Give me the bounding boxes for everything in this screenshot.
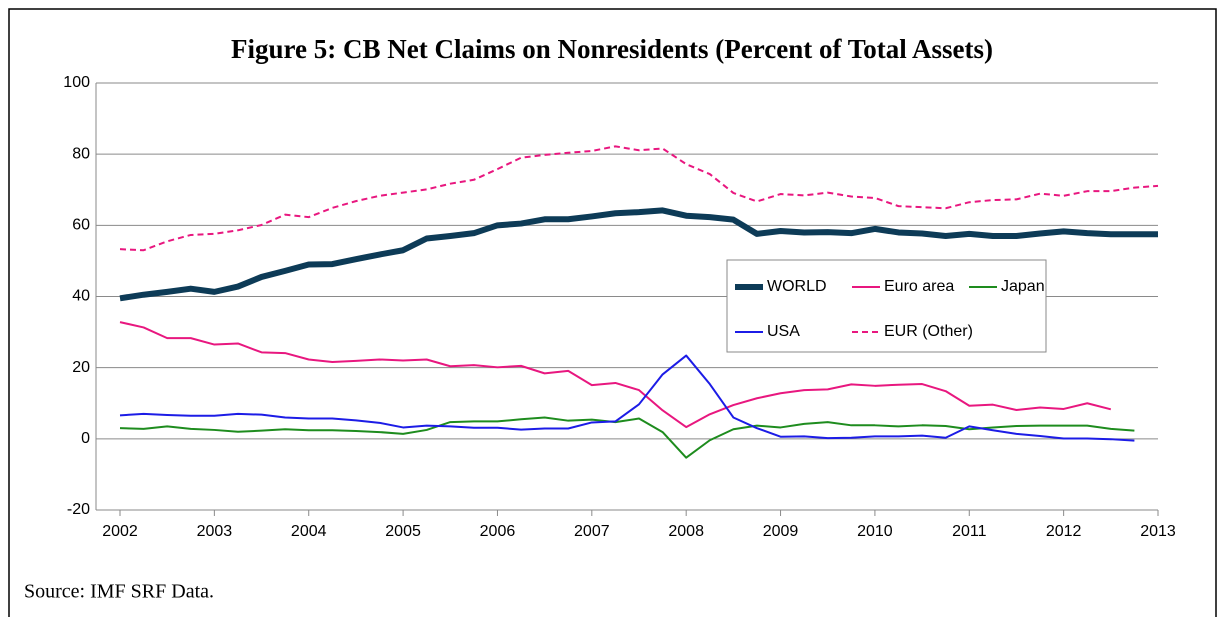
legend-label: Japan [1001, 278, 1045, 295]
legend-box [726, 259, 1047, 353]
x-tick-label: 2010 [857, 523, 893, 540]
series-line [119, 354, 1135, 442]
x-tick-label: 2007 [574, 523, 610, 540]
x-tick-label: 2005 [385, 523, 421, 540]
series-line [119, 145, 1159, 252]
legend-label: Euro area [884, 278, 954, 295]
y-tick-label: 40 [72, 288, 90, 305]
series-line [119, 207, 1158, 302]
y-tick-label: 100 [63, 74, 90, 91]
y-tick-label: 20 [72, 359, 90, 376]
legend-label: USA [767, 323, 800, 340]
x-tick-label: 2006 [480, 523, 516, 540]
y-tick-label: 0 [81, 430, 90, 447]
chart-title: Figure 5: CB Net Claims on Nonresidents … [231, 34, 993, 64]
x-tick-label: 2009 [763, 523, 799, 540]
y-tick-label: -20 [67, 501, 90, 518]
x-tick-label: 2003 [197, 523, 233, 540]
series-line [119, 321, 1112, 429]
x-tick-label: 2011 [952, 523, 987, 540]
x-tick-label: 2013 [1140, 523, 1176, 540]
x-tick-label: 2008 [668, 523, 704, 540]
legend-label: WORLD [767, 278, 827, 295]
x-tick-label: 2004 [291, 523, 327, 540]
series-line [119, 416, 1135, 459]
x-tick-label: 2012 [1046, 523, 1082, 540]
frame [8, 8, 1217, 617]
legend-label: EUR (Other) [884, 323, 973, 340]
source-note: Source: IMF SRF Data. [24, 581, 214, 603]
y-tick-label: 80 [72, 145, 90, 162]
y-tick-label: 60 [72, 217, 90, 234]
x-tick-label: 2002 [102, 523, 138, 540]
